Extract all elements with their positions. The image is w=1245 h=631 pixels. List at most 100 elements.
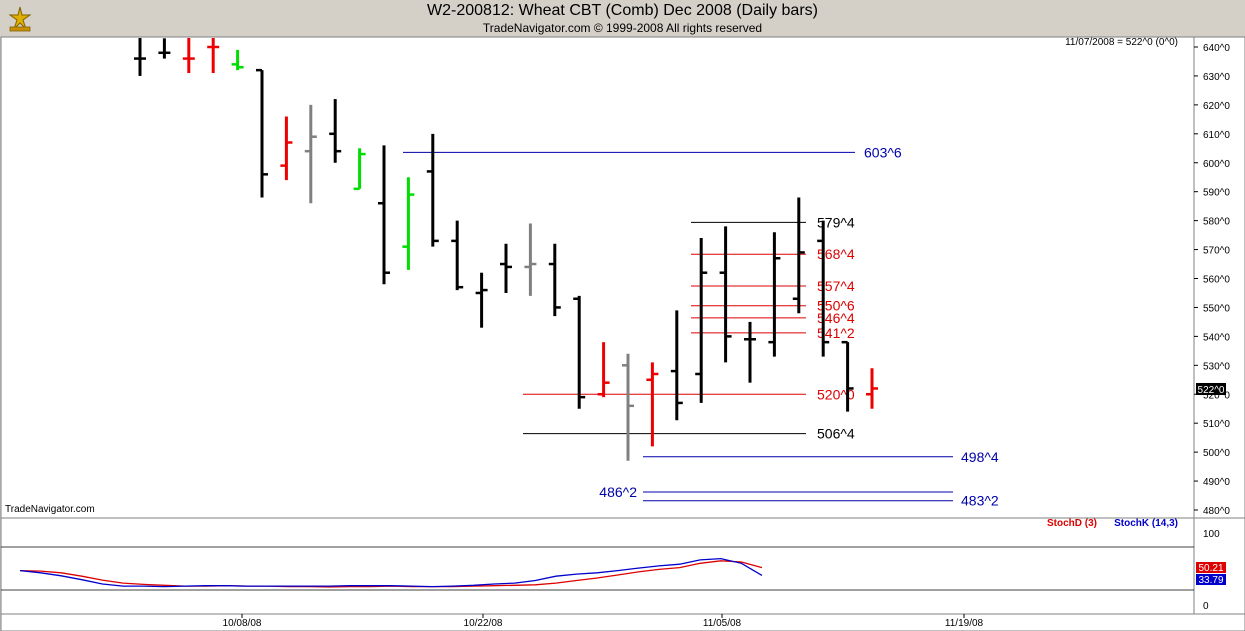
date-tick-label: 11/19/08 <box>945 618 984 629</box>
level-line: 483^2 <box>643 493 999 509</box>
price-bar <box>500 243 512 293</box>
copyright-text: TradeNavigator.com © 1999-2008 All right… <box>482 21 763 35</box>
stochastic-grid: 0 100 <box>1 529 1220 612</box>
price-bar <box>744 321 756 383</box>
price-bar <box>280 116 293 181</box>
price-bar <box>792 197 805 314</box>
price-tick-label: 550^0 <box>1203 303 1230 314</box>
price-tick-label: 610^0 <box>1203 130 1230 141</box>
level-label: 486^2 <box>599 484 637 500</box>
price-tick-label: 620^0 <box>1203 101 1230 112</box>
price-tick-label: 480^0 <box>1203 506 1230 517</box>
stochastic-panel[interactable] <box>0 517 1195 615</box>
stochastic-lines <box>19 557 763 588</box>
price-axis <box>1193 36 1245 519</box>
stochastic-tick-label: 0 <box>1203 601 1209 612</box>
stochd-last-value: 50.21 <box>1198 563 1223 574</box>
date-tick-label: 10/08/08 <box>223 618 262 629</box>
price-bar <box>524 223 537 296</box>
price-tick-label: 530^0 <box>1203 361 1230 372</box>
level-label: 520^0 <box>817 386 855 402</box>
price-bar <box>353 148 366 191</box>
level-label: 506^4 <box>817 426 855 442</box>
level-label: 557^4 <box>817 278 855 294</box>
chart-header: W2-200812: Wheat CBT (Comb) Dec 2008 (Da… <box>0 0 1245 37</box>
price-tick-label: 640^0 <box>1203 43 1230 54</box>
level-line: 568^4 <box>691 246 855 262</box>
level-line: 498^4 <box>643 449 999 465</box>
price-tick-label: 490^0 <box>1203 477 1230 488</box>
price-bar <box>597 342 610 398</box>
price-bars <box>134 38 878 461</box>
level-line: 520^0 <box>523 386 855 402</box>
level-line: 486^2 <box>599 484 953 500</box>
date-tick-label: 11/05/08 <box>703 618 742 629</box>
stochk-last-value: 33.79 <box>1198 575 1223 586</box>
level-line: 506^4 <box>523 426 855 442</box>
chart-title: W2-200812: Wheat CBT (Comb) Dec 2008 (Da… <box>427 2 818 19</box>
level-line: 546^4 <box>691 310 855 326</box>
date-axis <box>0 613 1245 631</box>
status-readout: 11/07/2008 = 522^0 (0^0) <box>1065 37 1178 48</box>
price-panel[interactable] <box>0 36 1195 519</box>
price-bar <box>207 38 220 74</box>
level-label: 483^2 <box>961 493 999 509</box>
price-bar <box>719 226 732 363</box>
price-tick-label: 590^0 <box>1203 188 1230 199</box>
watermark-text: TradeNavigator.com <box>5 504 95 515</box>
price-tick-label: 600^0 <box>1203 159 1230 170</box>
price-tick-label: 570^0 <box>1203 246 1230 257</box>
level-line: 603^6 <box>403 144 902 160</box>
stochastic-last-values: 50.21 33.79 <box>1196 562 1226 586</box>
price-bar <box>841 340 854 412</box>
price-bar <box>231 49 244 71</box>
price-bar <box>426 133 439 247</box>
price-bar <box>573 295 586 409</box>
price-bar <box>402 177 415 270</box>
price-bar <box>646 362 659 447</box>
price-bar <box>866 368 878 409</box>
price-bar <box>817 220 830 357</box>
level-label: 550^6 <box>817 298 855 314</box>
stochk-legend-label: StochK (14,3) <box>1114 518 1178 529</box>
price-tick-label: 520^0 <box>1203 390 1230 401</box>
level-line: 579^4 <box>691 214 855 230</box>
price-bar <box>134 38 146 76</box>
price-bar <box>695 237 708 403</box>
stochastic-series-line <box>19 557 763 588</box>
stochastic-tick-label: 100 <box>1203 529 1220 540</box>
level-label: 541^2 <box>817 325 855 341</box>
price-bar <box>256 68 268 198</box>
level-label: 498^4 <box>961 449 999 465</box>
price-bar <box>622 353 634 461</box>
stochastic-legend: StochD (3) StochK (14,3) <box>1047 518 1178 529</box>
price-bar <box>329 99 342 163</box>
date-axis-labels: 10/08/08 10/22/08 11/05/08 11/19/08 <box>223 614 984 629</box>
price-bar <box>548 243 561 317</box>
level-line: 557^4 <box>691 278 855 294</box>
stochd-legend-label: StochD (3) <box>1047 518 1097 529</box>
price-bar <box>451 220 464 291</box>
price-bar <box>475 272 488 328</box>
last-price-marker: 522^0 <box>1196 383 1226 396</box>
price-tick-label: 540^0 <box>1203 332 1230 343</box>
price-axis-ticks: 480^0 490^0 500^0 510^0 520^0 530^0 540^0 550^0… <box>1194 43 1230 517</box>
price-bar <box>768 232 781 357</box>
price-bar <box>378 145 390 285</box>
price-tick-label: 510^0 <box>1203 419 1230 430</box>
price-tick-label: 580^0 <box>1203 217 1230 228</box>
price-tick-label: 500^0 <box>1203 448 1230 459</box>
level-label: 603^6 <box>864 144 902 160</box>
last-price-label: 522^0 <box>1198 385 1225 396</box>
level-label: 546^4 <box>817 310 855 326</box>
price-bar <box>158 38 171 59</box>
date-tick-label: 10/22/08 <box>464 618 503 629</box>
level-label: 579^4 <box>817 214 855 230</box>
price-tick-label: 560^0 <box>1203 275 1230 286</box>
price-bar <box>182 38 195 74</box>
trade-navigator-logo-icon <box>8 6 32 32</box>
level-line: 550^6 <box>691 298 855 314</box>
price-tick-label: 630^0 <box>1203 72 1230 83</box>
